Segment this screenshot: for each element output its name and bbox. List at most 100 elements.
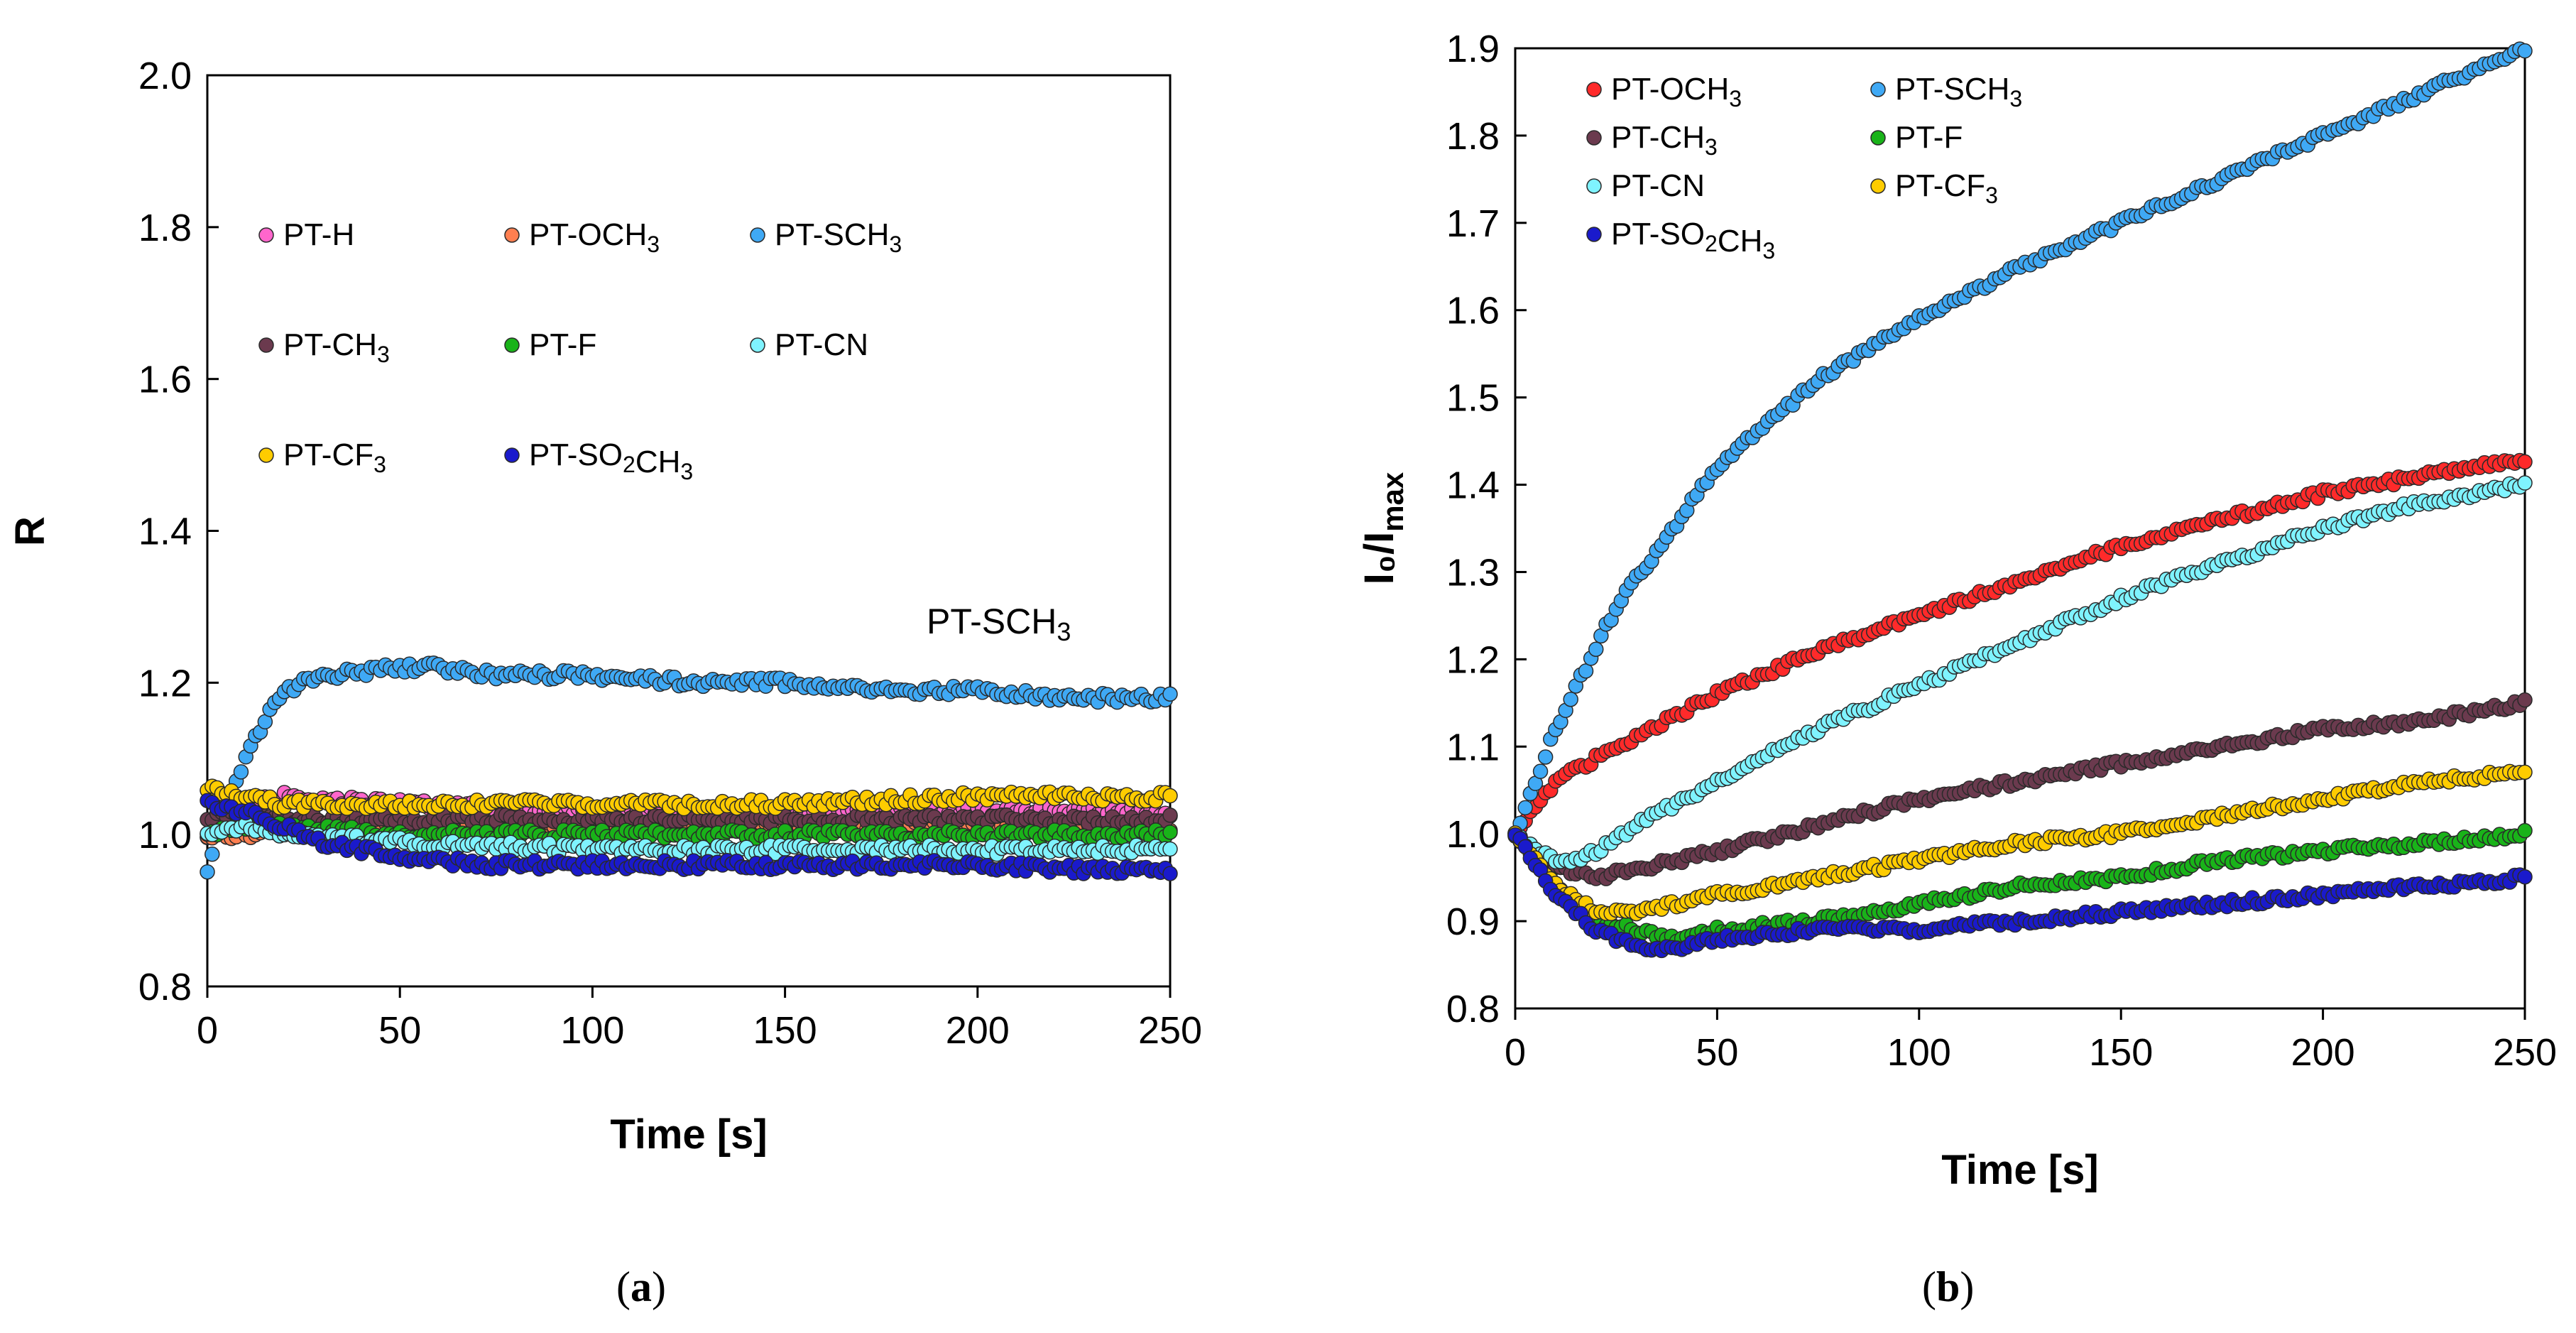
panel-a-x-ticks: 0 50 100 150 200 250 bbox=[197, 986, 1202, 1052]
panel-a-legend-label: PT-F bbox=[529, 327, 596, 362]
panel-b-legend-label: PT-SCH3 bbox=[1895, 72, 2022, 111]
panel-b-legend-label: PT-SO2CH3 bbox=[1611, 217, 1775, 263]
panel-b-x-tick-label: 150 bbox=[2089, 1031, 2153, 1074]
panel-b-marker bbox=[2517, 43, 2533, 59]
panel-a-marker bbox=[1162, 866, 1178, 881]
panel-b-legend-marker bbox=[1586, 130, 1602, 146]
panel-b-marker bbox=[1537, 749, 1554, 765]
panel-a-y-tick-label: 1.0 bbox=[138, 814, 192, 856]
panel-a-x-tick-label: 50 bbox=[378, 1009, 421, 1052]
panel-b-y-tick-label: 1.4 bbox=[1446, 464, 1500, 507]
panel-a-marker bbox=[200, 864, 215, 880]
panel-b-y-tick-label: 1.8 bbox=[1446, 115, 1500, 158]
panel-a-y-tick-label: 1.6 bbox=[138, 359, 192, 401]
panel-b-y-tick-label: 1.0 bbox=[1446, 813, 1500, 856]
panel-a-y-axis-title: R bbox=[7, 516, 53, 546]
panel-b-x-axis-title: Time [s] bbox=[1941, 1147, 2098, 1193]
panel-a-x-tick-label: 200 bbox=[946, 1009, 1010, 1052]
panel-a-legend-marker bbox=[750, 337, 765, 353]
panel-b-series-pt-so2ch3 bbox=[1507, 827, 2533, 959]
panel-b-legend-marker bbox=[1586, 227, 1602, 242]
panel-b-x-tick-label: 50 bbox=[1696, 1031, 1738, 1074]
panel-b-marker bbox=[2517, 454, 2533, 470]
panel-a-markers bbox=[200, 655, 1178, 881]
panel-a-y-tick-label: 1.4 bbox=[138, 511, 192, 553]
panel-b-x-tick-label: 250 bbox=[2493, 1031, 2557, 1074]
panel-b-legend-marker bbox=[1870, 178, 1886, 194]
panel-b-y-tick-label: 0.8 bbox=[1446, 988, 1500, 1030]
panel-a-legend-label: PT-CN bbox=[775, 327, 868, 362]
panel-b-marker bbox=[1578, 663, 1594, 679]
panel-b-legend-label: PT-CN bbox=[1611, 168, 1705, 203]
panel-b-y-ticks: 0.8 0.9 1.0 1.1 1.2 1.3 1.4 1.5 1.6 1.7 1.8 1.9 bbox=[1446, 28, 1527, 1030]
panel-a-legend-label: PT-H bbox=[283, 217, 354, 252]
panel-b-y-tick-label: 1.7 bbox=[1446, 202, 1500, 245]
panel-a-legend-marker bbox=[750, 227, 765, 243]
panel-a-y-ticks: 0.8 1.0 1.2 1.4 1.6 1.8 2.0 bbox=[138, 55, 219, 1008]
panel-a-legend-marker bbox=[504, 337, 520, 353]
panel-b-marker bbox=[2517, 869, 2533, 885]
panel-a-marker bbox=[1162, 807, 1178, 823]
panel-a-x-tick-label: 150 bbox=[753, 1009, 817, 1052]
panel-a-legend: PT-H PT-OCH3 PT-SCH3 PT-CH3 PT-F PT-CN PT-CF3 P… bbox=[258, 217, 902, 484]
panel-a-marker bbox=[1162, 841, 1178, 857]
panel-b-label: (b) bbox=[1922, 1263, 1974, 1310]
panel-a-y-tick-label: 2.0 bbox=[138, 55, 192, 97]
panel-b-series-pt-f bbox=[1507, 822, 2533, 950]
panel-a-legend-label: PT-CH3 bbox=[283, 327, 390, 367]
panel-b: 0.8 0.9 1.0 1.1 1.2 1.3 1.4 1.5 1.6 1.7 1.8 1.9 0 50… bbox=[1356, 28, 2557, 1310]
panel-a: 0.8 1.0 1.2 1.4 1.6 1.8 2.0 0 50 100 150 200 250 PT… bbox=[7, 55, 1202, 1310]
panel-a-legend-marker bbox=[258, 447, 274, 463]
panel-b-marker bbox=[1517, 800, 1533, 816]
panel-a-x-tick-label: 100 bbox=[560, 1009, 624, 1052]
panel-b-y-tick-label: 1.1 bbox=[1446, 726, 1500, 768]
panel-a-legend-label: PT-SCH3 bbox=[775, 217, 902, 257]
panel-b-marker bbox=[1588, 641, 1604, 658]
panel-a-legend-marker bbox=[258, 337, 274, 353]
panel-a-legend-marker bbox=[258, 227, 274, 243]
panel-a-marker bbox=[204, 847, 220, 862]
panel-a-marker bbox=[1162, 788, 1178, 804]
panel-b-x-tick-label: 100 bbox=[1887, 1031, 1951, 1074]
panel-b-legend-marker bbox=[1586, 82, 1602, 97]
panel-a-x-axis-title: Time [s] bbox=[610, 1111, 767, 1158]
panel-a-label: (a) bbox=[616, 1263, 666, 1310]
panel-b-y-tick-label: 1.5 bbox=[1446, 377, 1500, 420]
panel-a-series-pt-sch3 bbox=[200, 655, 1178, 880]
panel-a-y-tick-label: 0.8 bbox=[138, 966, 192, 1008]
panel-b-plot-frame bbox=[1514, 47, 2526, 1010]
panel-b-y-tick-label: 1.6 bbox=[1446, 290, 1500, 332]
panel-b-y-tick-label: 1.2 bbox=[1446, 638, 1500, 681]
panel-b-series-pt-sch3 bbox=[1507, 41, 2533, 844]
panel-b-marker bbox=[2517, 692, 2533, 708]
panel-a-y-tick-label: 1.8 bbox=[138, 207, 192, 249]
panel-b-marker bbox=[1563, 691, 1578, 707]
panel-a-legend-marker bbox=[504, 447, 520, 463]
panel-a-marker bbox=[1162, 686, 1178, 702]
panel-a-marker bbox=[233, 764, 249, 780]
panel-b-series-pt-och3 bbox=[1507, 452, 2533, 844]
panel-b-legend-label: PT-CH3 bbox=[1611, 120, 1718, 160]
panel-b-legend-marker bbox=[1870, 82, 1886, 97]
panel-b-marker bbox=[2517, 822, 2533, 839]
panel-b-y-axis-title: I₀/Imax bbox=[1356, 472, 1409, 584]
panel-b-legend: PT-OCH3 PT-SCH3 PT-CH3 PT-F PT-CN PT-CF3 PT-SO… bbox=[1586, 72, 2022, 263]
panel-b-marker bbox=[2517, 764, 2533, 780]
panel-b-series-pt-cn bbox=[1507, 475, 2533, 870]
panel-b-x-ticks: 0 50 100 150 200 250 bbox=[1505, 1008, 2557, 1074]
panel-b-legend-label: PT-CF3 bbox=[1895, 168, 1998, 208]
panel-a-legend-label: PT-OCH3 bbox=[529, 217, 660, 257]
panel-a-legend-label: PT-CF3 bbox=[283, 437, 386, 477]
panel-b-x-tick-label: 200 bbox=[2291, 1031, 2355, 1074]
panel-b-legend-label: PT-OCH3 bbox=[1611, 72, 1742, 111]
panel-a-legend-marker bbox=[504, 227, 520, 243]
panel-a-series-pt-cf3 bbox=[200, 778, 1178, 817]
panel-a-x-tick-label: 250 bbox=[1138, 1009, 1202, 1052]
panel-b-legend-marker bbox=[1586, 178, 1602, 194]
panel-b-marker bbox=[2517, 475, 2533, 491]
panel-a-y-tick-label: 1.2 bbox=[138, 662, 192, 704]
panel-b-y-tick-label: 1.9 bbox=[1446, 28, 1500, 70]
panel-a-annotation: PT-SCH3 bbox=[927, 602, 1071, 646]
panel-b-markers bbox=[1507, 41, 2533, 959]
panel-b-y-tick-label: 1.3 bbox=[1446, 551, 1500, 594]
